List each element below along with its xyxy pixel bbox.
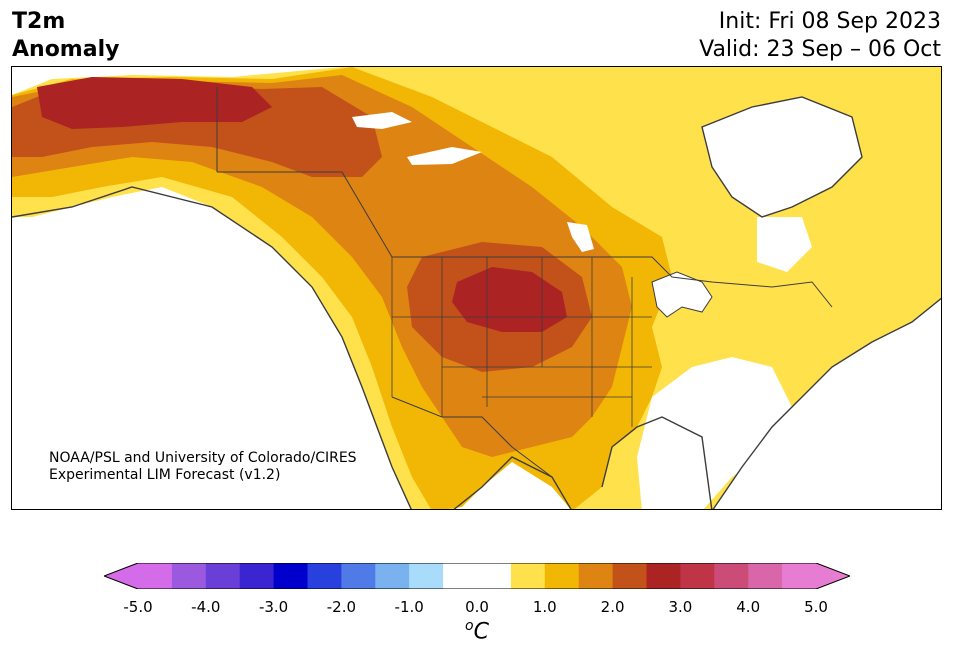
anomaly-map [11, 66, 942, 510]
anomaly-band-3-plains [452, 267, 567, 332]
great-slave-lake [352, 112, 412, 129]
colorbar-bin [477, 563, 512, 589]
colorbar-tick-label: 5.0 [804, 598, 828, 616]
colorbar-tick-label: 0.0 [465, 598, 489, 616]
init-date: Init: Fri 08 Sep 2023 [718, 9, 941, 34]
colorbar-bin [138, 563, 173, 589]
title-line-1: T2m [12, 9, 66, 34]
colorbar-bin [443, 563, 478, 589]
colorbar-tick-label: -5.0 [123, 598, 153, 616]
us-mexico-border [391, 396, 553, 478]
colorbar-tick-label: 2.0 [600, 598, 625, 616]
credit-text: NOAA/PSL and University of Colorado/CIRE… [49, 450, 357, 484]
credit-line-1: NOAA/PSL and University of Colorado/CIRE… [49, 450, 357, 466]
hudson-bay-water [702, 97, 862, 217]
colorbar-bin [680, 563, 715, 589]
unit-base: C [473, 619, 489, 645]
east-coastline [712, 297, 941, 509]
colorbar-extend-low [104, 563, 138, 589]
colorbar-tick-label: -3.0 [258, 598, 289, 616]
colorbar-bin [714, 563, 749, 589]
great-bear-lake [407, 147, 482, 165]
state-lines [391, 257, 652, 427]
anomaly-band-3-alaska [37, 77, 272, 129]
title-line-2: Anomaly [12, 37, 120, 62]
colorbar-bin [544, 563, 580, 589]
colorbar-unit: oC [465, 618, 489, 644]
colorbar-bin [510, 563, 546, 589]
colorbar-bin [273, 563, 308, 589]
colorbar-tick-label: -1.0 [394, 598, 424, 616]
colorbar-bin [748, 563, 783, 589]
west-coastline [12, 186, 412, 509]
colorbar-bin [578, 563, 614, 589]
quebec-near-zero [757, 217, 812, 272]
colorbar-bin [171, 563, 207, 589]
valid-range: Valid: 23 Sep – 06 Oct [699, 37, 941, 62]
credit-line-2: Experimental LIM Forecast (v1.2) [49, 467, 281, 483]
great-lakes [651, 271, 713, 318]
colorbar-bin [646, 563, 681, 589]
colorbar-tick-label: 1.0 [532, 598, 557, 616]
colorbar-bin [205, 563, 241, 589]
map-title: T2m Anomaly [12, 8, 119, 64]
hudson-bay-coastline [701, 96, 863, 218]
colorbar-tick-label: -2.0 [326, 598, 357, 616]
colorbar-bin [341, 563, 376, 589]
colorbar-bin [782, 563, 817, 589]
gulf-coastline [453, 416, 713, 509]
east-near-zero [637, 357, 792, 509]
anomaly-map-svg [12, 67, 941, 509]
colorbar-extend-high [816, 563, 850, 589]
colorbar-bin [375, 563, 410, 589]
colorbar-bin [612, 563, 647, 589]
colorbar-bin [239, 563, 275, 589]
colorbar-bin [307, 563, 342, 589]
us-canada-border [217, 171, 833, 308]
colorbar-tick-label: 4.0 [736, 598, 761, 616]
colorbar [104, 563, 850, 589]
lake-winnipeg [567, 222, 594, 252]
colorbar-tick-label: -4.0 [191, 598, 221, 616]
colorbar-tick-label: 3.0 [668, 598, 693, 616]
colorbar-bin [409, 563, 444, 589]
forecast-dates: Init: Fri 08 Sep 2023 Valid: 23 Sep – 06… [699, 8, 941, 64]
unit-superscript: o [465, 618, 474, 634]
